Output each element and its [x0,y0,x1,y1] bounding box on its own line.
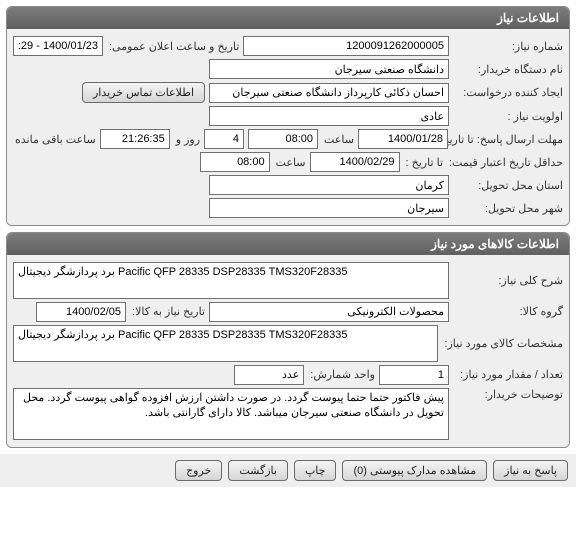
label-requester: ایجاد کننده درخواست: [453,86,563,99]
label-hour-2: ساعت [274,156,306,169]
goods-group-field[interactable] [209,302,449,322]
label-unit: واحد شمارش: [308,368,375,381]
label-goods-group: گروه کالا: [453,305,563,318]
row-buyer-notes: توضیحات خریدار: [13,388,563,440]
label-province: استان محل تحویل: [453,179,563,192]
unit-field[interactable] [234,365,304,385]
row-goods-spec: مشخصات کالای مورد نیاز: [13,325,563,362]
label-priority: اولویت نیاز : [453,110,563,123]
buyer-org-field[interactable] [209,59,449,79]
label-hours-remaining: ساعت باقی مانده [13,133,96,146]
row-requester: ایجاد کننده درخواست: اطلاعات تماس خریدار [13,82,563,103]
row-city: شهر محل تحویل: [13,198,563,218]
public-datetime-field[interactable] [13,36,103,56]
qty-field[interactable] [379,365,449,385]
need-info-panel: اطلاعات نیاز شماره نیاز: تاریخ و ساعت اع… [6,6,570,226]
priority-field[interactable] [209,106,449,126]
requester-field[interactable] [209,83,449,103]
buyer-notes-field[interactable] [13,388,449,440]
deadline-date-field[interactable] [358,129,448,149]
validity-date-field[interactable] [310,152,400,172]
province-field[interactable] [209,175,449,195]
goods-info-body: شرح کلی نیاز: گروه کالا: تاریخ نیاز به ک… [7,255,569,447]
attachments-button[interactable]: مشاهده مدارک پیوستی (0) [342,460,487,481]
goods-need-date-field[interactable] [36,302,126,322]
label-to-date: تا تاریخ : [404,156,443,169]
city-field[interactable] [209,198,449,218]
label-qty: تعداد / مقدار مورد نیاز: [453,368,563,381]
row-validity: حداقل تاریخ اعتبار قیمت: تا تاریخ : ساعت [13,152,563,172]
reply-button[interactable]: پاسخ به نیاز [493,460,568,481]
goods-spec-field[interactable] [13,325,438,362]
remaining-days-field[interactable] [204,129,244,149]
need-info-header: اطلاعات نیاز [7,7,569,29]
label-buyer-notes: توضیحات خریدار: [453,388,563,401]
label-goods-spec: مشخصات کالای مورد نیاز: [442,337,563,350]
label-city: شهر محل تحویل: [453,202,563,215]
back-button[interactable]: بازگشت [228,460,288,481]
row-need-number: شماره نیاز: تاریخ و ساعت اعلان عمومی: [13,36,563,56]
label-goods-need-date: تاریخ نیاز به کالا: [130,305,205,318]
row-qty: تعداد / مقدار مورد نیاز: واحد شمارش: [13,365,563,385]
row-general-desc: شرح کلی نیاز: [13,262,563,299]
buyer-contact-button[interactable]: اطلاعات تماس خریدار [82,82,205,103]
label-public-datetime: تاریخ و ساعت اعلان عمومی: [107,40,239,53]
exit-button[interactable]: خروج [175,460,222,481]
row-province: استان محل تحویل: [13,175,563,195]
label-deadline: مهلت ارسال پاسخ: تا تاریخ : [452,133,563,146]
row-deadline: مهلت ارسال پاسخ: تا تاریخ : ساعت روز و س… [13,129,563,149]
row-goods-group: گروه کالا: تاریخ نیاز به کالا: [13,302,563,322]
validity-hour-field[interactable] [200,152,270,172]
goods-info-header: اطلاعات کالاهای مورد نیاز [7,233,569,255]
row-buyer-org: نام دستگاه خریدار: [13,59,563,79]
deadline-hour-field[interactable] [248,129,318,149]
need-info-body: شماره نیاز: تاریخ و ساعت اعلان عمومی: نا… [7,29,569,225]
footer-buttons: پاسخ به نیاز مشاهده مدارک پیوستی (0) چاپ… [0,454,576,487]
label-need-number: شماره نیاز: [453,40,563,53]
label-day-and: روز و [174,133,200,146]
row-priority: اولویت نیاز : [13,106,563,126]
remaining-time-field[interactable] [100,129,170,149]
need-number-field[interactable] [243,36,449,56]
general-desc-field[interactable] [13,262,449,299]
label-min-validity: حداقل تاریخ اعتبار قیمت: [447,156,563,169]
print-button[interactable]: چاپ [294,460,337,481]
label-buyer-org: نام دستگاه خریدار: [453,63,563,76]
label-hour-1: ساعت [322,133,354,146]
goods-info-panel: اطلاعات کالاهای مورد نیاز شرح کلی نیاز: … [6,232,570,448]
label-general-desc: شرح کلی نیاز: [453,274,563,287]
